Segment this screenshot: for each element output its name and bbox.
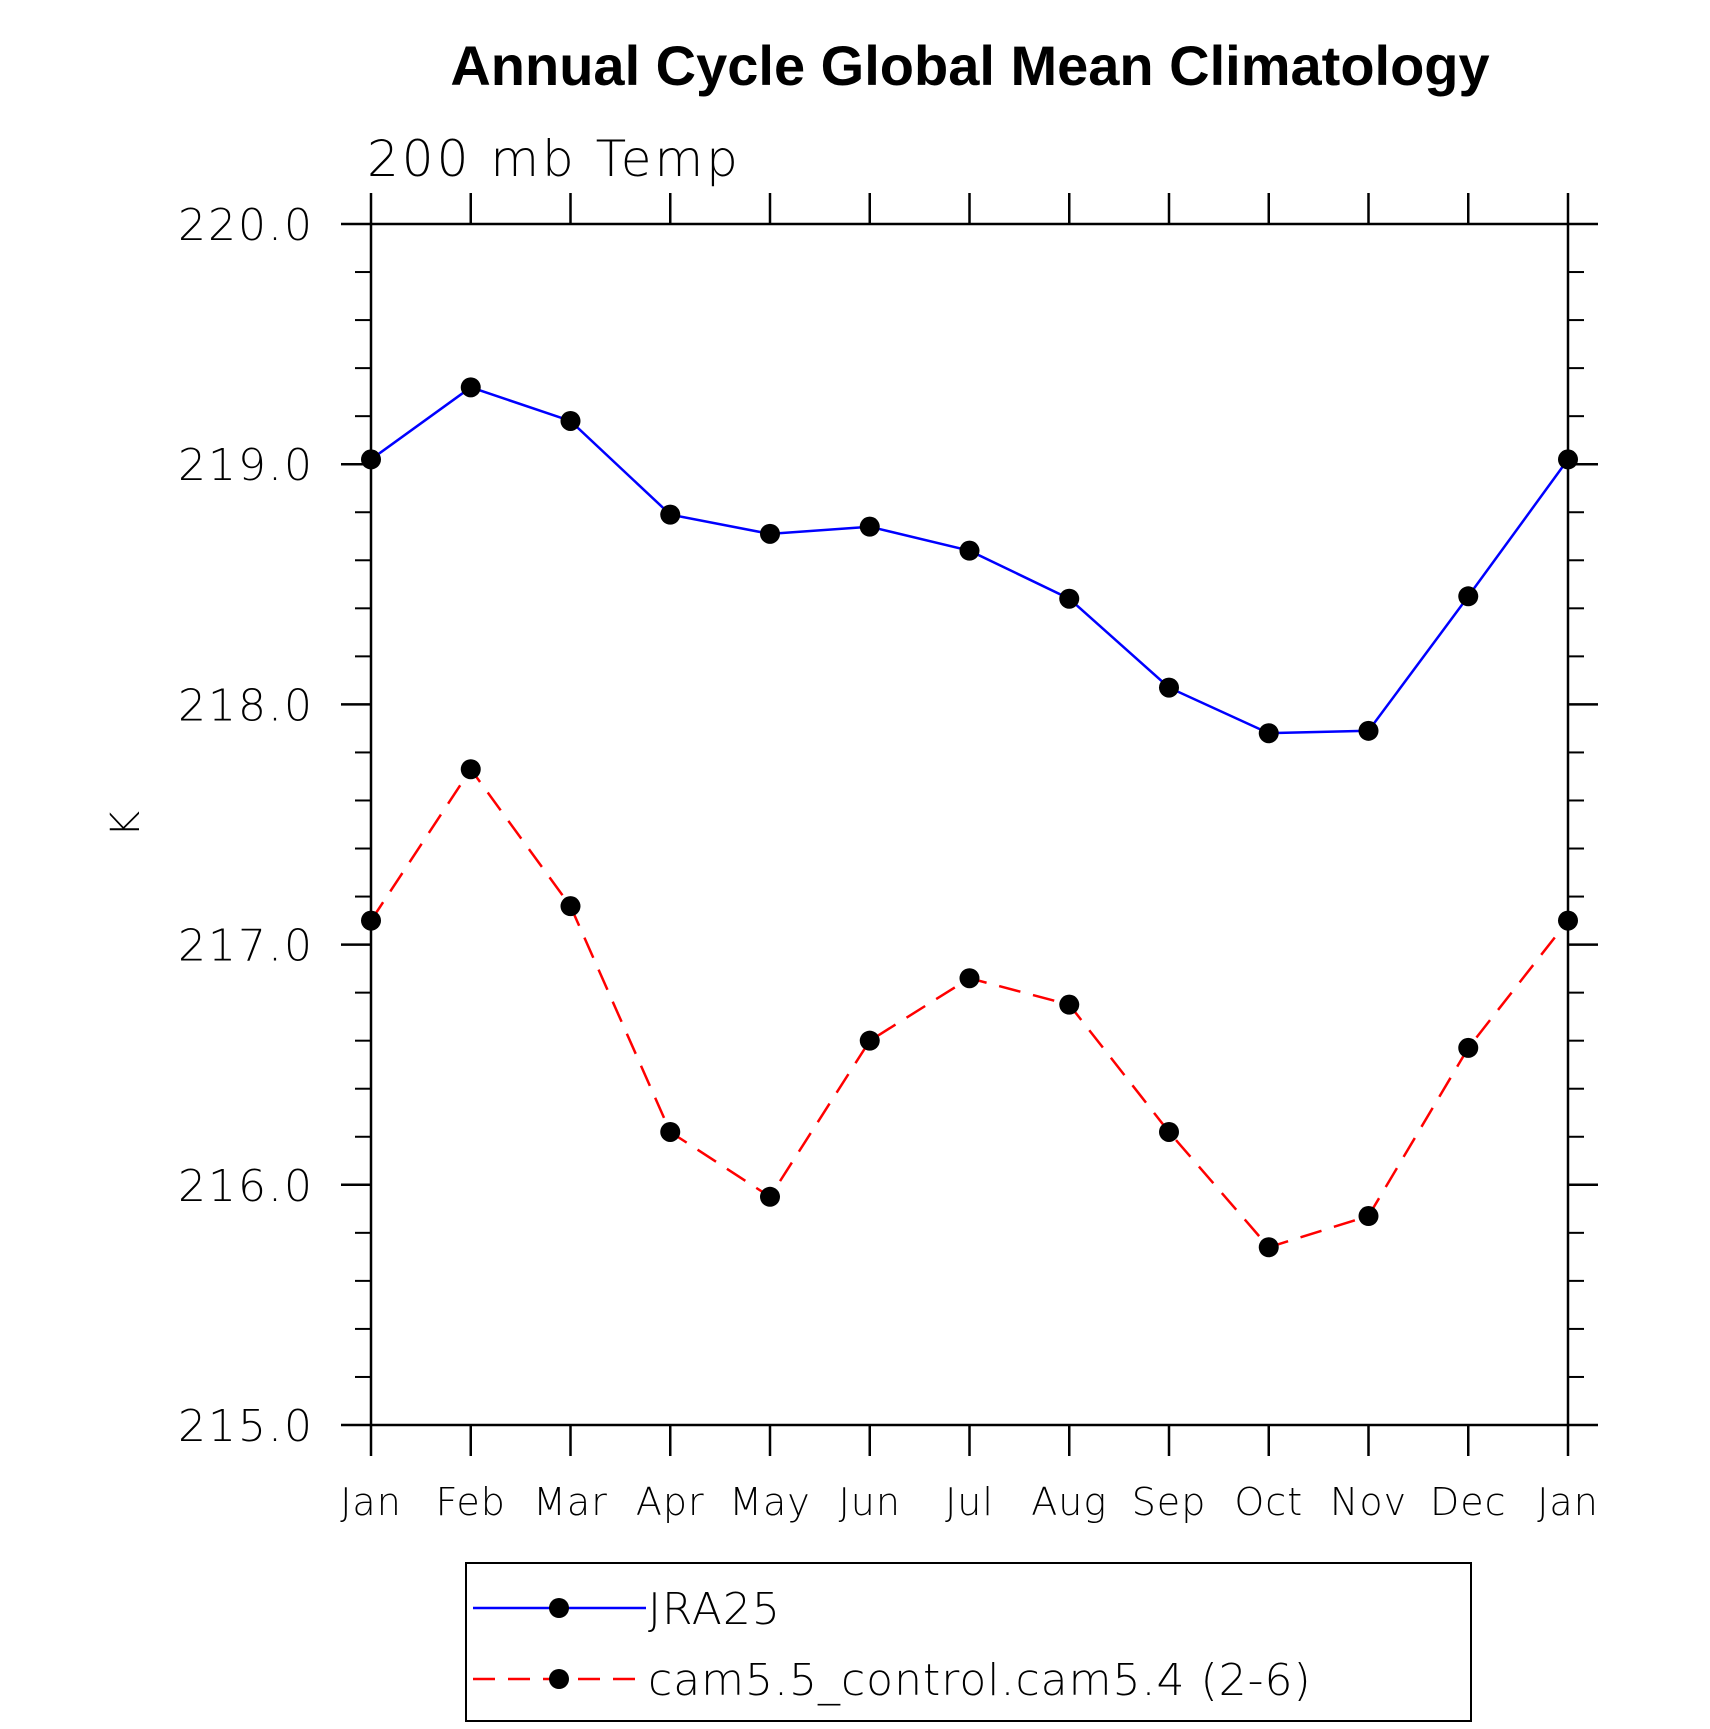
x-tick-label: Feb [436,1480,506,1524]
chart-subtitle: 200 mb Temp [367,130,741,188]
series-1-point [460,759,481,780]
series-0-point [859,516,880,537]
y-tick-label: 216.0 [178,1161,314,1212]
y-tick-label: 218.0 [178,680,314,731]
x-tick-labels: Jan Feb Mar Apr May Jun Jul Aug Sep Oct Nov Dec Jan [340,1480,1599,1524]
x-tick-label: Nov [1330,1480,1407,1524]
x-tick-label: Aug [1031,1480,1107,1524]
series-1-point [1358,1206,1379,1227]
series-1-point [1159,1121,1179,1142]
series-1-point [1558,910,1578,931]
legend-box [465,1562,1472,1722]
series-0-point [959,540,980,561]
x-tick-label: Sep [1132,1480,1207,1524]
plot-frame [369,222,1570,1427]
x-tick-label: Dec [1430,1480,1507,1524]
series-0-point [560,410,581,431]
legend-marker-cam [549,1669,569,1689]
x-tick-label: Apr [636,1480,705,1524]
series-1-point [1059,994,1080,1015]
y-tick-label: 219.0 [178,440,314,491]
series-1-point [560,896,581,917]
series-0-point [1458,586,1479,607]
series-0-point [760,523,780,544]
series-0-point [361,449,381,470]
series-0-point [1159,677,1179,698]
legend-label-jra25: JRA25 [648,1584,781,1635]
series-1-point [859,1030,880,1051]
series-0-point [1258,723,1279,744]
legend: JRA25 cam5.5_control.cam5.4 (2-6) [465,1562,1472,1722]
series-1-point [760,1186,780,1207]
series-1-point [1258,1237,1279,1258]
x-tick-label: Mar [533,1480,608,1524]
y-tick-labels: 215.0 216.0 217.0 218.0 219.0 220.0 [178,200,314,1452]
series-points [361,377,1578,1258]
series-1-point [361,910,381,931]
axes [341,193,1598,1456]
x-tick-label: Jan [340,1480,402,1524]
legend-marker-jra25 [549,1598,569,1618]
series-0-point [1358,720,1379,741]
x-tick-label: Jan [1537,1480,1599,1524]
chart-title: Annual Cycle Global Mean Climatology [450,34,1489,97]
x-tick-label: May [729,1480,811,1524]
series-0-point [1059,588,1080,609]
y-tick-label: 215.0 [178,1401,314,1452]
x-tick-label: Jul [945,1480,994,1524]
series-0-point [460,377,481,398]
series-1-point [1458,1037,1479,1058]
series-0-point [660,504,681,525]
series-1-point [660,1121,681,1142]
y-tick-label: 217.0 [178,921,314,972]
y-axis-label: K [103,811,149,837]
x-tick-label: Jun [839,1480,901,1524]
legend-label-cam: cam5.5_control.cam5.4 (2-6) [648,1655,1312,1706]
y-tick-label: 220.0 [178,200,314,251]
series-1-point [959,968,980,989]
x-tick-label: Oct [1234,1480,1303,1524]
series-0-point [1558,449,1578,470]
series-lines [369,385,1570,1249]
series-line-1 [369,767,1569,1249]
